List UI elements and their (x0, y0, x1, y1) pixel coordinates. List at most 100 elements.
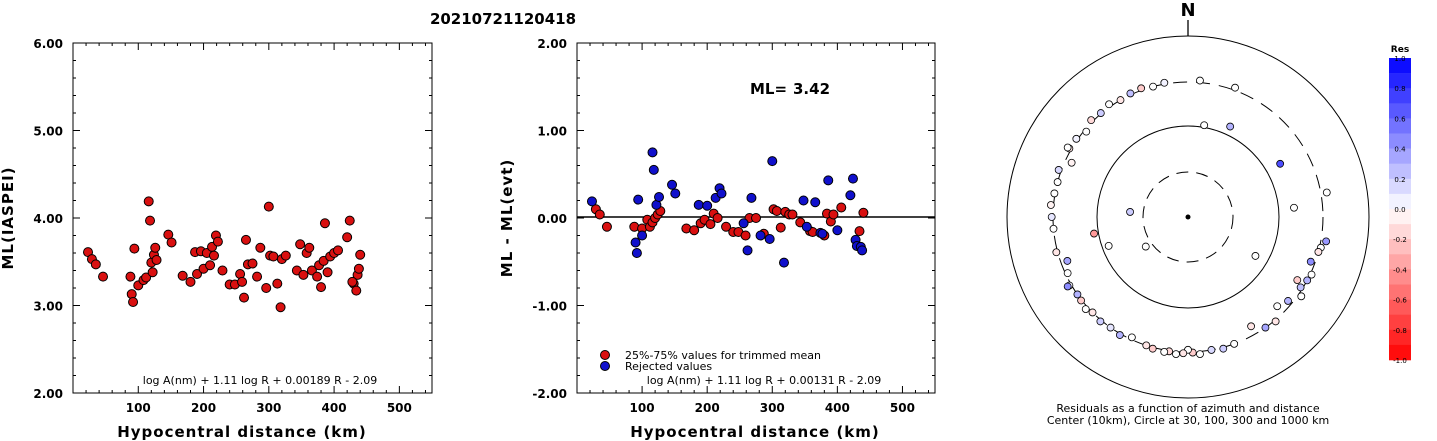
magnitude-point (185, 276, 196, 287)
station-residual-point (1251, 252, 1260, 260)
x-tick-label: 100 (126, 401, 151, 415)
legend-marker-rejected (600, 361, 610, 371)
x-tick-label: 400 (322, 401, 347, 415)
trimmed-residual-point (787, 209, 798, 220)
rejected-residual-point (738, 218, 749, 229)
station-residual-point (1063, 282, 1072, 291)
x-tick-label: 200 (695, 401, 720, 415)
station-residual-point (1230, 339, 1239, 348)
trimmed-residual-point (828, 209, 839, 220)
colorbar-cell (1389, 193, 1411, 210)
trimmed-residual-point (771, 206, 782, 216)
rejected-residual-point (654, 192, 665, 202)
station-residual-point (1063, 269, 1072, 278)
station-residual-point (1196, 76, 1204, 85)
station-residual-point (1219, 344, 1228, 353)
station-residual-point (1127, 333, 1136, 342)
station-residual-point (1141, 242, 1150, 251)
colorbar-tick-label: -0.4 (1393, 266, 1407, 274)
trimmed-residual-point (836, 202, 847, 213)
rejected-residual-point (778, 257, 789, 268)
station-residual-point (1088, 308, 1097, 317)
station-residual-point (1050, 189, 1059, 198)
magnitude-point (319, 218, 330, 229)
colorbar-tick-label: 0.8 (1394, 85, 1405, 93)
colorbar-cell (1389, 73, 1411, 89)
x-tick-label: 400 (825, 401, 850, 415)
station-residual-point (1296, 283, 1305, 292)
colorbar-tick-label: 0.4 (1394, 146, 1406, 154)
station-residual-point (1322, 188, 1331, 197)
trimmed-residual-point (751, 213, 761, 223)
magnitude-point (344, 215, 355, 226)
colorbar-cell (1389, 58, 1411, 74)
station-residual-point (1247, 322, 1255, 331)
magnitude-point (90, 259, 101, 270)
colorbar-cell (1389, 329, 1411, 346)
station-residual-point (1196, 350, 1204, 359)
station-residual-point (1073, 290, 1082, 299)
rejected-residual-point (764, 234, 775, 244)
colorbar-title: Res (1391, 45, 1409, 55)
y-tick-label: 0.00 (537, 212, 567, 226)
station-residual-point (1137, 84, 1146, 93)
station-residual-point (1126, 89, 1135, 98)
station-residual-point (1047, 213, 1056, 221)
colorbar-cell (1389, 209, 1411, 225)
station-residual-point (1087, 116, 1096, 125)
station-residual-point (1307, 270, 1316, 279)
trimmed-residual-point (689, 225, 700, 236)
station-residual-point (1271, 317, 1280, 326)
colorbar-tick-labels: 1.0 0.8 0.6 0.4 0.2 0.0 -0.2 -0.4 -0.6 -0.8 -1.0 (1393, 55, 1407, 365)
station-residual-point (1200, 121, 1209, 130)
rejected-residual-point (670, 188, 681, 199)
y-tick-label: -2.00 (532, 387, 567, 401)
azimuth-map-points (1046, 76, 1331, 359)
trimmed-residual-point (858, 207, 869, 218)
magnitude-point (150, 242, 161, 253)
station-residual-point (1207, 346, 1216, 354)
station-residual-point (1106, 323, 1115, 332)
rejected-residual-point (767, 156, 778, 167)
magnitude-point (237, 276, 248, 287)
station-residual-point (1322, 237, 1331, 246)
colorbar-cell (1389, 163, 1411, 180)
station-residual-point (1067, 158, 1076, 167)
magnitude-point (177, 270, 188, 281)
rejected-residual-point (845, 190, 856, 201)
colorbar-cell (1389, 103, 1411, 119)
station-residual-point (1149, 82, 1157, 91)
trimmed-residual-point (740, 230, 751, 241)
plot1-points (83, 196, 366, 313)
x-tick-label: 200 (191, 401, 216, 415)
station-residual-point (1290, 203, 1298, 212)
station-residual-point (1082, 127, 1091, 136)
magnitude-point (217, 265, 228, 276)
station-residual-point (1293, 276, 1302, 285)
magnitude-point (252, 271, 263, 282)
residual-vs-distance-plot: 100 200 300 400 500 -2.00 -1.00 0.00 1.00 2.00 ML… (498, 37, 936, 441)
rejected-residual-point (630, 237, 641, 248)
station-residual-point (1160, 78, 1169, 87)
station-residual-point (1054, 166, 1063, 174)
magnitude-point (261, 283, 272, 293)
colorbar-cell (1389, 284, 1411, 300)
colorbar-tick-label: -1.0 (1393, 357, 1407, 365)
colorbar-cell (1389, 254, 1411, 270)
magnitude-point (298, 269, 309, 280)
magnitude-point (353, 263, 364, 274)
magnitude-point (151, 255, 162, 265)
map-caption-line1: Residuals as a function of azimuth and d… (1056, 402, 1319, 415)
station-residual-point (1261, 323, 1270, 332)
magnitude-point (212, 236, 223, 247)
magnitude-point (125, 271, 136, 282)
rejected-residual-point (847, 173, 858, 184)
plot1-ylabel: ML(IASPEI) (0, 166, 17, 269)
station-residual-point (1126, 208, 1134, 216)
station-residual-point (1142, 341, 1151, 350)
station-residual-point (1172, 350, 1180, 359)
ring-1000km (1006, 35, 1370, 399)
magnitude-point (143, 196, 154, 207)
colorbar-tick-label: 1.0 (1394, 55, 1405, 63)
